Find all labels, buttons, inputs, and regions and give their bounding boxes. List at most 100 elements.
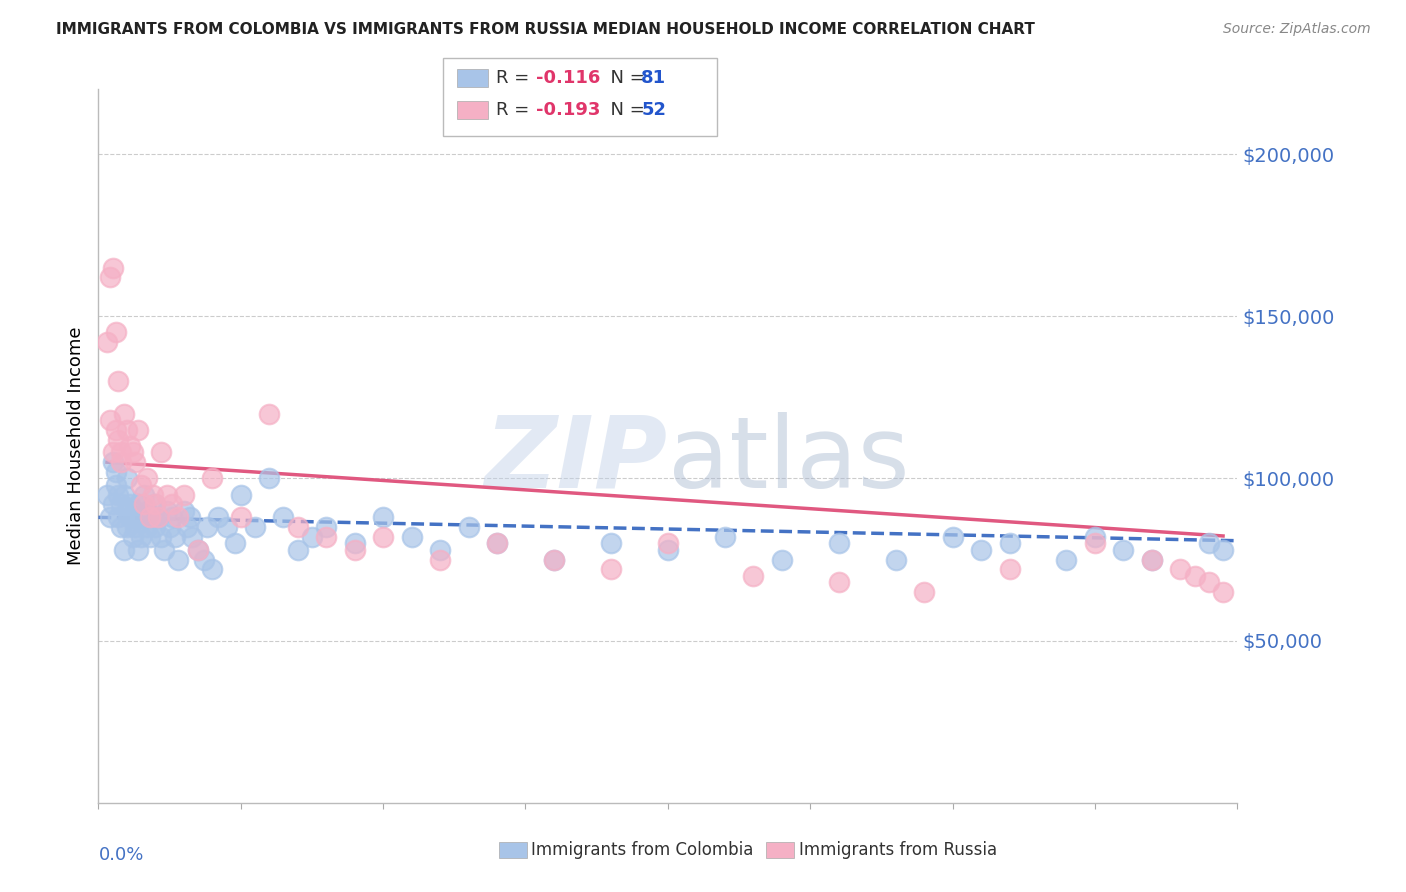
- Point: [1212, 542, 1234, 557]
- Point: [135, 520, 157, 534]
- Point: [101, 445, 124, 459]
- Point: [179, 510, 201, 524]
- Text: Source: ZipAtlas.com: Source: ZipAtlas.com: [1223, 22, 1371, 37]
- Point: [124, 520, 146, 534]
- Point: [115, 423, 138, 437]
- Point: [243, 520, 266, 534]
- Point: [167, 552, 190, 566]
- Point: [770, 552, 793, 566]
- Point: [457, 520, 479, 534]
- Point: [135, 504, 157, 518]
- Point: [486, 536, 509, 550]
- Point: [150, 445, 173, 459]
- Point: [124, 504, 146, 518]
- Text: Immigrants from Colombia: Immigrants from Colombia: [531, 841, 754, 859]
- Point: [742, 568, 765, 582]
- Point: [104, 478, 127, 492]
- Point: [135, 471, 157, 485]
- Point: [104, 423, 127, 437]
- Point: [165, 530, 187, 544]
- Point: [101, 455, 124, 469]
- Point: [1140, 552, 1163, 566]
- Point: [98, 270, 121, 285]
- Point: [273, 510, 295, 524]
- Text: -0.116: -0.116: [536, 69, 600, 87]
- Point: [107, 488, 129, 502]
- Point: [127, 497, 149, 511]
- Point: [315, 520, 337, 534]
- Point: [201, 471, 224, 485]
- Point: [657, 536, 679, 550]
- Point: [373, 530, 395, 544]
- Point: [98, 413, 121, 427]
- Text: R =: R =: [496, 101, 536, 119]
- Point: [429, 552, 451, 566]
- Point: [1112, 542, 1135, 557]
- Point: [141, 488, 163, 502]
- Point: [207, 510, 229, 524]
- Text: ZIP: ZIP: [485, 412, 668, 508]
- Point: [543, 552, 565, 566]
- Point: [107, 374, 129, 388]
- Point: [287, 520, 309, 534]
- Point: [110, 497, 132, 511]
- Point: [145, 497, 167, 511]
- Point: [115, 504, 138, 518]
- Point: [181, 530, 204, 544]
- Point: [215, 520, 238, 534]
- Point: [101, 260, 124, 275]
- Point: [104, 326, 127, 340]
- Y-axis label: Median Household Income: Median Household Income: [66, 326, 84, 566]
- Point: [118, 497, 141, 511]
- Text: -0.193: -0.193: [536, 101, 600, 119]
- Point: [998, 562, 1021, 576]
- Point: [1140, 552, 1163, 566]
- Point: [118, 439, 141, 453]
- Point: [132, 488, 155, 502]
- Point: [98, 510, 121, 524]
- Point: [315, 530, 337, 544]
- Text: 81: 81: [641, 69, 666, 87]
- Point: [148, 510, 170, 524]
- Point: [132, 497, 155, 511]
- Point: [600, 536, 623, 550]
- Point: [343, 536, 366, 550]
- Text: IMMIGRANTS FROM COLOMBIA VS IMMIGRANTS FROM RUSSIA MEDIAN HOUSEHOLD INCOME CORRE: IMMIGRANTS FROM COLOMBIA VS IMMIGRANTS F…: [56, 22, 1035, 37]
- Point: [1084, 530, 1107, 544]
- Point: [229, 510, 252, 524]
- Point: [173, 504, 195, 518]
- Point: [127, 423, 149, 437]
- Point: [657, 542, 679, 557]
- Text: R =: R =: [496, 69, 536, 87]
- Point: [138, 510, 160, 524]
- Point: [1184, 568, 1206, 582]
- Point: [156, 488, 179, 502]
- Point: [373, 510, 395, 524]
- Point: [970, 542, 993, 557]
- Point: [714, 530, 737, 544]
- Text: 0.0%: 0.0%: [98, 846, 143, 863]
- Point: [828, 536, 851, 550]
- Point: [1084, 536, 1107, 550]
- Point: [912, 585, 935, 599]
- Point: [110, 455, 132, 469]
- Point: [129, 530, 152, 544]
- Text: N =: N =: [599, 69, 651, 87]
- Point: [195, 520, 218, 534]
- Text: 52: 52: [641, 101, 666, 119]
- Point: [600, 562, 623, 576]
- Text: Immigrants from Russia: Immigrants from Russia: [799, 841, 997, 859]
- Point: [141, 510, 163, 524]
- Point: [1212, 585, 1234, 599]
- Point: [884, 552, 907, 566]
- Point: [187, 542, 209, 557]
- Point: [145, 497, 167, 511]
- Point: [301, 530, 323, 544]
- Point: [115, 520, 138, 534]
- Point: [112, 542, 135, 557]
- Point: [121, 510, 143, 524]
- Point: [167, 510, 190, 524]
- Point: [229, 488, 252, 502]
- Point: [96, 335, 118, 350]
- Point: [96, 488, 118, 502]
